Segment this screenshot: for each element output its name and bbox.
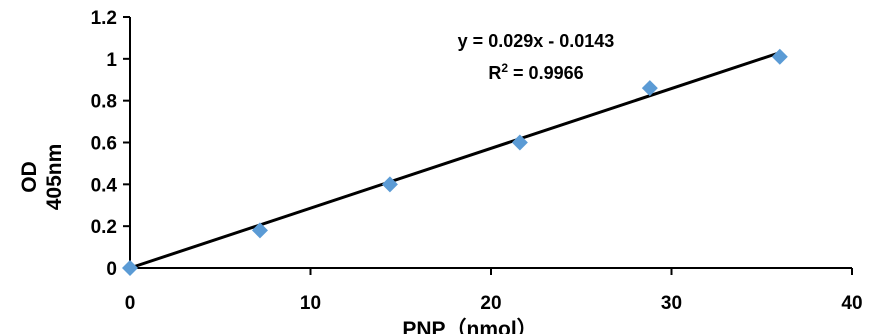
y-tick-label: 0.6 — [91, 134, 117, 155]
trendline-equation: y = 0.029x - 0.0143 — [458, 31, 615, 51]
y-tick-label: 0.8 — [91, 92, 117, 113]
data-point-diamond — [251, 222, 268, 239]
y-tick-label: 1.2 — [91, 8, 117, 29]
y-ticks: 0 0.2 0.4 0.6 0.8 1 1.2 — [91, 8, 130, 280]
x-ticks: 0 10 20 30 40 — [125, 268, 863, 314]
x-tick-label: 40 — [841, 293, 862, 314]
y-tick-label: 0.2 — [91, 217, 117, 238]
y-axis-title-line-2: 405nm — [43, 144, 66, 211]
r-squared-value: = 0.9966 — [508, 63, 584, 83]
r-squared-prefix: R — [488, 63, 501, 83]
data-points — [122, 48, 788, 276]
y-tick-label: 1 — [106, 50, 117, 71]
data-point-diamond — [381, 176, 398, 193]
x-axis-title: PNP（nmol） — [402, 317, 537, 334]
y-tick-label: 0.4 — [91, 175, 118, 196]
trendline — [129, 51, 781, 270]
r-squared-exponent: 2 — [501, 61, 508, 75]
x-tick-label: 30 — [661, 293, 682, 314]
y-axis-title: OD 405nm — [18, 144, 66, 211]
y-tick-label: 0 — [106, 259, 117, 280]
x-tick-label: 0 — [125, 293, 136, 314]
y-axis-title-line-1: OD — [18, 161, 41, 193]
data-point-diamond — [122, 260, 138, 276]
data-point-diamond — [511, 134, 528, 151]
data-point-diamond — [771, 48, 788, 65]
r-squared-label: R2 = 0.9966 — [488, 61, 583, 83]
x-tick-label: 10 — [300, 293, 321, 314]
x-tick-label: 20 — [480, 293, 501, 314]
axes: 0 0.2 0.4 0.6 0.8 1 1.2 0 10 20 30 40 — [91, 8, 863, 314]
data-point-diamond — [641, 80, 658, 97]
